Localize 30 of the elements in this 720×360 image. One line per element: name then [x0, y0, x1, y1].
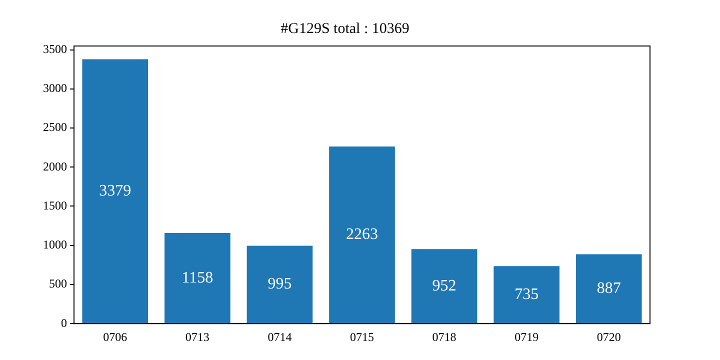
y-tick-label: 3500	[43, 42, 67, 56]
bar	[411, 249, 478, 324]
y-tick-label: 0	[61, 316, 67, 330]
bar	[576, 254, 642, 324]
y-tick-label: 2500	[43, 120, 67, 134]
y-tick-label: 2000	[43, 159, 67, 174]
y-tick-label: 500	[49, 276, 67, 291]
data-label: 2263	[346, 226, 378, 244]
x-tick-label: 0715	[350, 330, 374, 344]
x-tick-label: 0713	[185, 330, 210, 344]
data-label: 952	[432, 277, 456, 294]
x-tick-label: 0706	[103, 330, 128, 344]
y-tick-label: 1000	[43, 238, 67, 252]
y-tick-label: 3000	[43, 81, 67, 96]
data-label: 887	[596, 280, 621, 297]
x-tick-label: 0719	[514, 330, 539, 344]
x-tick-label: 0714	[268, 330, 292, 344]
data-label: 3379	[99, 182, 132, 200]
data-label: 995	[268, 276, 292, 293]
bar	[246, 246, 313, 324]
y-tick-label: 1500	[43, 198, 67, 212]
bar	[329, 146, 395, 324]
chart-title: #G129S total : 10369	[280, 20, 410, 37]
x-tick-label: 0718	[432, 330, 456, 344]
bar	[164, 232, 230, 324]
data-label: 735	[514, 286, 539, 303]
data-label: 1158	[182, 269, 214, 286]
bar	[494, 266, 560, 324]
bar	[82, 59, 148, 324]
x-tick-label: 0720	[596, 330, 621, 344]
